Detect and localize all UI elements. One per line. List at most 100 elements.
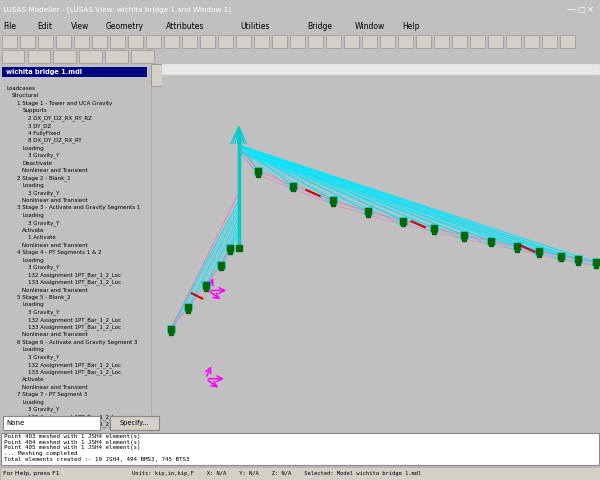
Bar [542, 35, 557, 48]
Bar [380, 35, 395, 48]
Bar [162, 64, 600, 75]
Text: Loading: Loading [22, 145, 44, 151]
Bar [452, 35, 467, 48]
Bar [2, 67, 148, 77]
Bar [470, 35, 485, 48]
Bar [254, 35, 269, 48]
Text: Loadcases: Loadcases [7, 86, 35, 91]
Text: View: View [71, 22, 89, 31]
Text: 2 DX_DY_DZ_RX_RY_RZ: 2 DX_DY_DZ_RX_RY_RZ [28, 115, 91, 121]
Bar [92, 35, 107, 48]
Text: 133 Assignment 1PT_Bar_1_2_Loc: 133 Assignment 1PT_Bar_1_2_Loc [28, 370, 121, 375]
Bar [74, 35, 89, 48]
Text: 6 Stage 6 - Activate and Gravity Segment 3: 6 Stage 6 - Activate and Gravity Segment… [17, 340, 137, 345]
Bar [20, 35, 35, 48]
Bar [272, 35, 287, 48]
Text: 132 Assignment 1PT_Bar_1_2_Loc: 132 Assignment 1PT_Bar_1_2_Loc [28, 362, 121, 368]
Text: 3 Gravity_Y: 3 Gravity_Y [28, 153, 59, 158]
Bar [79, 50, 102, 63]
Bar [53, 50, 76, 63]
Text: Point 404 meshed with 1 JSH4 element(s): Point 404 meshed with 1 JSH4 element(s) [4, 440, 140, 444]
Text: 133 Assignment 1PT_Bar_1_2_Loc: 133 Assignment 1PT_Bar_1_2_Loc [28, 280, 121, 286]
Bar [164, 35, 179, 48]
Text: 4 Stage 4 - PT Segments 1 & 2: 4 Stage 4 - PT Segments 1 & 2 [17, 250, 102, 255]
Bar [488, 35, 503, 48]
Text: 3 Gravity_Y: 3 Gravity_Y [28, 310, 59, 315]
Bar [506, 35, 521, 48]
Text: Activate: Activate [22, 228, 45, 233]
Text: Bridge: Bridge [307, 22, 332, 31]
Bar [2, 35, 17, 48]
Text: Deactivate: Deactivate [22, 160, 52, 166]
Text: 3 Gravity_Y: 3 Gravity_Y [28, 220, 59, 226]
Text: Loading: Loading [22, 302, 44, 308]
Text: Nonlinear and Transient: Nonlinear and Transient [22, 384, 88, 390]
Text: Structural: Structural [12, 93, 39, 98]
Bar [2, 50, 25, 63]
Text: 132 Assignment 1PT_Bar_1_2_Loc: 132 Assignment 1PT_Bar_1_2_Loc [28, 317, 121, 323]
Text: Utilities: Utilities [240, 22, 269, 31]
Text: —: — [567, 5, 575, 14]
Text: □: □ [577, 5, 585, 14]
Text: Help: Help [402, 22, 419, 31]
Text: 5 Stage 5 - Blank_2: 5 Stage 5 - Blank_2 [17, 295, 71, 300]
Text: Point 403 meshed with 1 JSH4 element(s): Point 403 meshed with 1 JSH4 element(s) [4, 433, 140, 439]
Text: ×: × [587, 5, 594, 14]
Text: 2 Stage 2 - Blank_1: 2 Stage 2 - Blank_1 [17, 175, 71, 181]
Text: 1 Stage 1 - Tower and UCA Gravity: 1 Stage 1 - Tower and UCA Gravity [17, 101, 112, 106]
Bar [151, 64, 162, 432]
Text: Nonlinear and Transient: Nonlinear and Transient [22, 243, 88, 248]
Bar [182, 35, 197, 48]
Text: Total elements created :- 19 JSH4, 494 BMS3, 745 BTS3: Total elements created :- 19 JSH4, 494 B… [4, 457, 189, 462]
Text: Specify...: Specify... [120, 420, 149, 426]
Text: wichita bridge 1.mdl: wichita bridge 1.mdl [7, 69, 82, 75]
Text: None: None [7, 420, 25, 426]
Bar [106, 50, 128, 63]
Bar [151, 64, 162, 86]
Text: 3 Gravity_Y: 3 Gravity_Y [28, 354, 59, 360]
Text: Attributes: Attributes [166, 22, 205, 31]
Bar [308, 35, 323, 48]
Bar [28, 50, 50, 63]
Bar [434, 35, 449, 48]
Bar [398, 35, 413, 48]
Text: Loading: Loading [22, 183, 44, 188]
Bar [362, 35, 377, 48]
Bar [236, 35, 251, 48]
Text: Activate: Activate [22, 377, 45, 382]
Bar [524, 35, 539, 48]
Bar [326, 35, 341, 48]
Text: 3 Stage 3 - Activate and Gravity Segments 1: 3 Stage 3 - Activate and Gravity Segment… [17, 205, 140, 210]
Text: Loading: Loading [22, 213, 44, 218]
Text: 1 Activate: 1 Activate [28, 235, 55, 240]
Text: 133 Assignment 1PT_Bar_1_2_Loc: 133 Assignment 1PT_Bar_1_2_Loc [28, 324, 121, 330]
Text: 133 Assignment 1PT_Bar_1_2_Loc: 133 Assignment 1PT_Bar_1_2_Loc [28, 422, 121, 427]
Bar [38, 35, 53, 48]
Bar [560, 35, 575, 48]
Text: LUSAS Modeller - [LUSAS View: wichita bridge 1 and Window 1]: LUSAS Modeller - [LUSAS View: wichita br… [3, 6, 231, 13]
Text: Nonlinear and Transient: Nonlinear and Transient [22, 198, 88, 203]
Bar [3, 416, 100, 430]
Text: Loading: Loading [22, 348, 44, 352]
Bar [128, 35, 143, 48]
Text: Supports: Supports [22, 108, 47, 113]
Text: 7 Stage 7 - PT Segment 3: 7 Stage 7 - PT Segment 3 [17, 392, 88, 397]
Text: Loading: Loading [22, 258, 44, 263]
Text: 3 Gravity_Y: 3 Gravity_Y [28, 407, 59, 412]
Text: Geometry: Geometry [106, 22, 143, 31]
Text: 132 Assignment 1PT_Bar_1_2_Loc: 132 Assignment 1PT_Bar_1_2_Loc [28, 272, 121, 278]
Bar [110, 416, 159, 430]
Bar [110, 35, 125, 48]
Bar [146, 35, 161, 48]
Bar [218, 35, 233, 48]
Text: File: File [3, 22, 16, 31]
Text: 4 FullyFixed: 4 FullyFixed [28, 131, 59, 136]
Text: Point 405 meshed with 1 JSH4 element(s): Point 405 meshed with 1 JSH4 element(s) [4, 445, 140, 450]
Text: Units: kip,in,kip,F    X: N/A    Y: N/A    Z: N/A    Selected: Model wichita bri: Units: kip,in,kip,F X: N/A Y: N/A Z: N/A… [132, 471, 421, 476]
Bar [56, 35, 71, 48]
Bar [200, 35, 215, 48]
Bar [131, 50, 154, 63]
Text: Edit: Edit [37, 22, 52, 31]
Text: 3 Gravity_Y: 3 Gravity_Y [28, 265, 59, 271]
Bar [344, 35, 359, 48]
